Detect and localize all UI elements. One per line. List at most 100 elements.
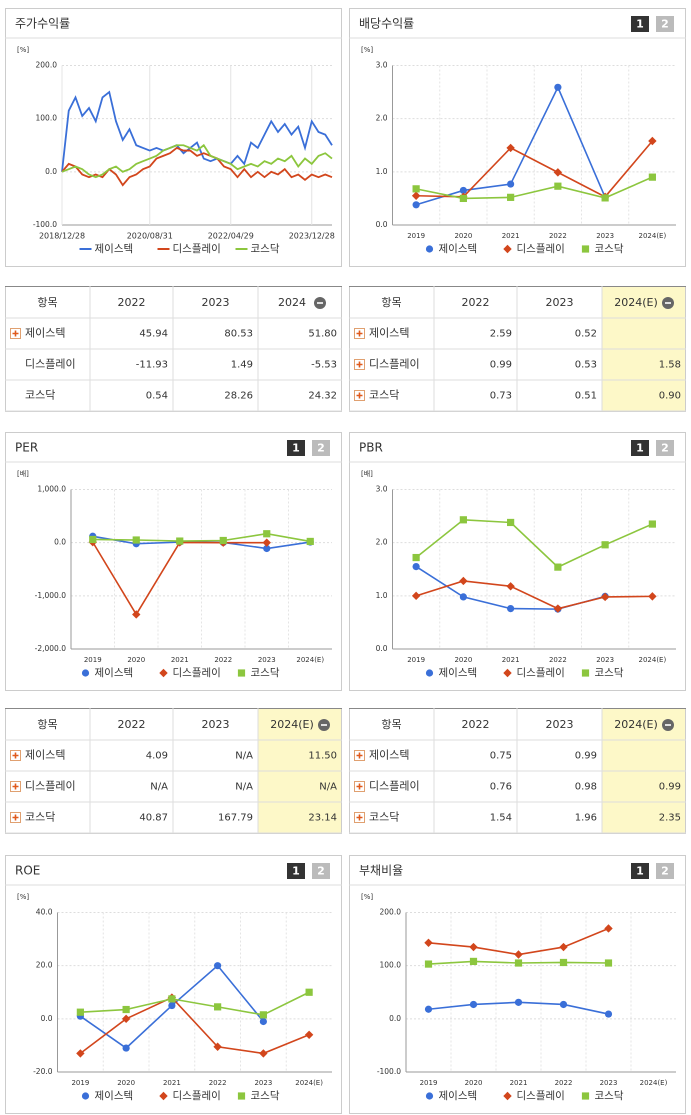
marker [559,958,568,967]
page-button-label[interactable]: 2 [661,865,669,878]
marker [306,537,314,546]
series-line [415,580,653,610]
marker [559,1000,568,1009]
table-cell: 0.54 [146,391,168,402]
marker [176,537,184,545]
table-cell: N/A [235,782,253,793]
x-tick-label: 2020 [117,1079,135,1087]
row-label: 제이스텍 [25,327,65,340]
page-button-label[interactable]: 1 [636,18,644,31]
row-label: 제이스텍 [369,749,409,762]
legend-marker [425,245,434,253]
page-button-label[interactable]: 2 [317,442,325,455]
page-button[interactable] [656,16,674,32]
marker [506,582,515,591]
legend-label: 제이스텍 [95,1090,134,1102]
y-tick-label: 0.0 [376,644,388,653]
expand-icon-plus[interactable] [356,814,363,821]
table-header: 2024 [278,296,306,309]
series-line [415,176,653,200]
table-cell: N/A [319,782,337,793]
table-header: 2022 [118,296,146,309]
y-tick-label: -20.0 [33,1067,53,1076]
legend-label: 제이스텍 [439,1090,478,1102]
marker [76,1049,85,1058]
expand-icon-plus[interactable] [356,330,363,337]
page-button[interactable] [631,863,649,879]
marker [559,942,568,952]
page-button[interactable] [312,440,330,456]
panel [5,855,342,1114]
expand-icon-plus[interactable] [356,392,363,399]
y-tick-label: 2.0 [376,114,388,123]
y-tick-label: 200.0 [380,908,402,917]
y-tick-label: -2,000.0 [35,644,67,653]
marker [648,592,657,601]
legend-marker [159,1091,168,1101]
marker [648,173,656,181]
marker [259,1049,268,1058]
expand-icon-plus[interactable] [12,330,19,337]
table-cell: N/A [235,751,253,762]
table-cell: N/A [150,782,168,793]
x-tick-label: 2021 [502,656,520,664]
page-button-label[interactable]: 1 [636,442,644,455]
series-line [61,90,333,172]
y-tick-label: 2.0 [376,538,388,547]
page-button-label[interactable]: 2 [317,865,325,878]
page-button-label[interactable]: 2 [661,18,669,31]
page-button[interactable] [631,440,649,456]
expand-icon-plus[interactable] [356,752,363,759]
expand-icon-plus[interactable] [356,361,363,368]
table-header: 2023 [546,296,574,309]
legend-marker [581,245,590,253]
marker [424,1005,433,1013]
table-header: 2024(E) [614,718,658,731]
expand-icon-plus[interactable] [356,783,363,790]
x-tick-label: 2022 [214,656,232,664]
marker [214,1003,222,1011]
page-button-label[interactable]: 2 [661,442,669,455]
page-button[interactable] [656,440,674,456]
x-tick-label: 2020 [465,1079,483,1087]
table-cell: -11.93 [136,360,168,371]
expand-icon-plus[interactable] [12,814,19,821]
x-tick-label: 2024(E) [639,232,667,240]
legend-marker [425,669,434,677]
marker [411,191,421,200]
expand-icon-plus[interactable] [12,752,19,759]
x-tick-label: 2022 [549,656,567,664]
series-line [415,518,653,569]
table-cell: 4.09 [146,751,168,762]
x-tick-label: 2024(E) [295,1079,323,1087]
legend-marker [81,1092,90,1100]
page-button[interactable] [631,16,649,32]
row-label: 코스닥 [369,389,399,402]
marker [601,194,609,202]
x-tick-label: 2024(E) [296,656,324,664]
y-tick-label: 1.0 [376,167,388,176]
unit-label: [%] [17,46,29,54]
row-label: 디스플레이 [25,358,76,371]
table-cell: 2.35 [659,813,681,824]
page-button[interactable] [287,863,305,879]
table-cell: 40.87 [139,813,168,824]
unit-label: [배] [361,469,373,478]
legend-label: 디스플레이 [173,243,221,255]
page-button-label[interactable]: 1 [636,865,644,878]
page-button[interactable] [287,440,305,456]
expand-icon-plus[interactable] [12,783,19,790]
page-button-label[interactable]: 1 [292,865,300,878]
page-button-label[interactable]: 1 [292,442,300,455]
page-button[interactable] [312,863,330,879]
x-tick-label: 2021 [163,1079,181,1087]
page-button[interactable] [656,863,674,879]
table-cell: 0.76 [490,782,512,793]
y-tick-label: 40.0 [36,908,53,917]
marker [554,563,562,571]
marker [262,538,271,547]
marker [554,83,562,91]
legend-marker [237,669,246,677]
x-tick-label: 2023 [600,1079,618,1087]
